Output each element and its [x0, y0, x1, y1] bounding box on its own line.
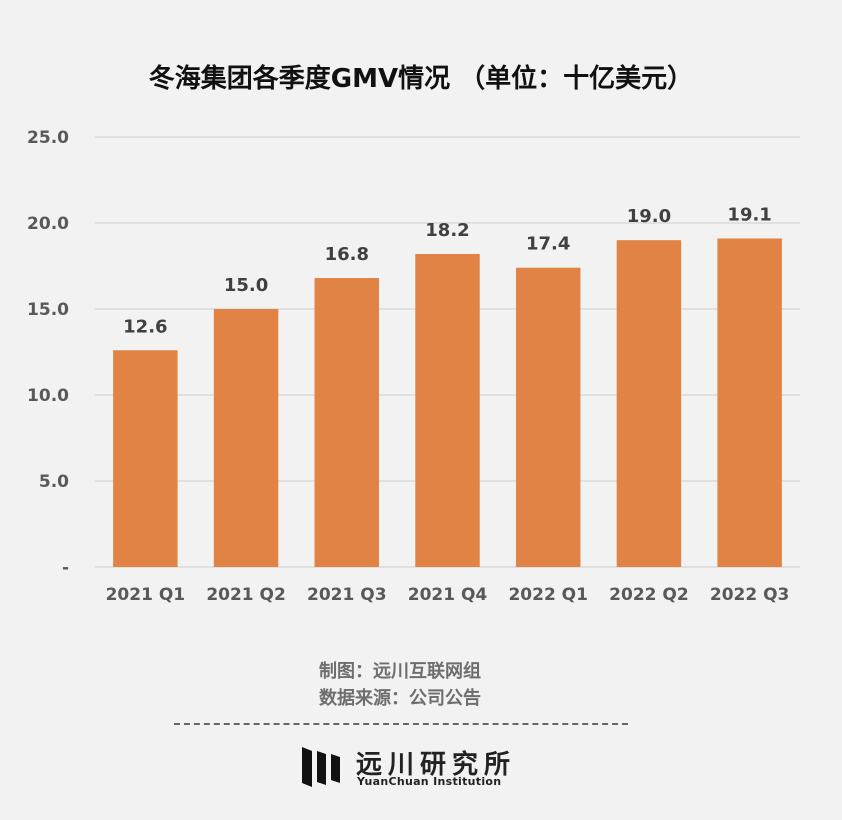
y-axis-ticks: - 5.0 10.0 15.0 20.0 25.0	[27, 128, 69, 578]
bars	[113, 238, 782, 568]
y-tick-label: 20.0	[27, 214, 69, 234]
data-label: 16.8	[325, 244, 369, 265]
data-labels: 12.6 15.0 16.8 18.2 17.4 19.0 19.1	[123, 204, 772, 337]
data-label: 19.1	[727, 204, 771, 225]
chart-title: 冬海集团各季度GMV情况 （单位：十亿美元）	[148, 64, 694, 94]
x-tick-label: 2022 Q2	[609, 585, 689, 605]
bar	[616, 240, 682, 567]
logo-icon	[302, 747, 340, 787]
bar	[113, 350, 178, 567]
divider	[174, 723, 628, 725]
bar	[415, 253, 480, 567]
x-tick-label: 2022 Q1	[508, 585, 588, 605]
y-tick-label: 15.0	[27, 300, 69, 320]
bar	[213, 309, 279, 567]
y-tick-label: -	[62, 558, 69, 578]
bar-chart: - 5.0 10.0 15.0 20.0 25.0 12.6 15.0 16.8 18.2 17.…	[27, 128, 800, 605]
y-tick-label: 5.0	[39, 472, 69, 492]
bar	[717, 238, 782, 568]
x-tick-label: 2021 Q3	[307, 585, 387, 605]
bar	[515, 267, 581, 567]
logo-name-en: YuanChuan Institution	[357, 775, 502, 788]
x-tick-label: 2022 Q3	[710, 585, 790, 605]
y-tick-label: 10.0	[27, 386, 69, 406]
x-tick-label: 2021 Q2	[206, 585, 286, 605]
x-tick-label: 2021 Q4	[408, 585, 488, 605]
data-label: 19.0	[627, 206, 671, 227]
credit-source: 数据来源：公司公告	[319, 688, 481, 709]
data-label: 12.6	[123, 316, 167, 337]
credit-author: 制图：远川互联网组	[319, 661, 481, 682]
x-tick-label: 2021 Q1	[106, 585, 186, 605]
data-label: 18.2	[425, 220, 469, 241]
bar	[314, 278, 380, 567]
y-tick-label: 25.0	[27, 128, 69, 148]
logo-name-cn: 远川研究所	[356, 750, 517, 780]
data-label: 17.4	[526, 234, 570, 255]
data-label: 15.0	[224, 275, 268, 296]
x-axis-ticks: 2021 Q1 2021 Q2 2021 Q3 2021 Q4 2022 Q1 2022 …	[106, 585, 790, 605]
